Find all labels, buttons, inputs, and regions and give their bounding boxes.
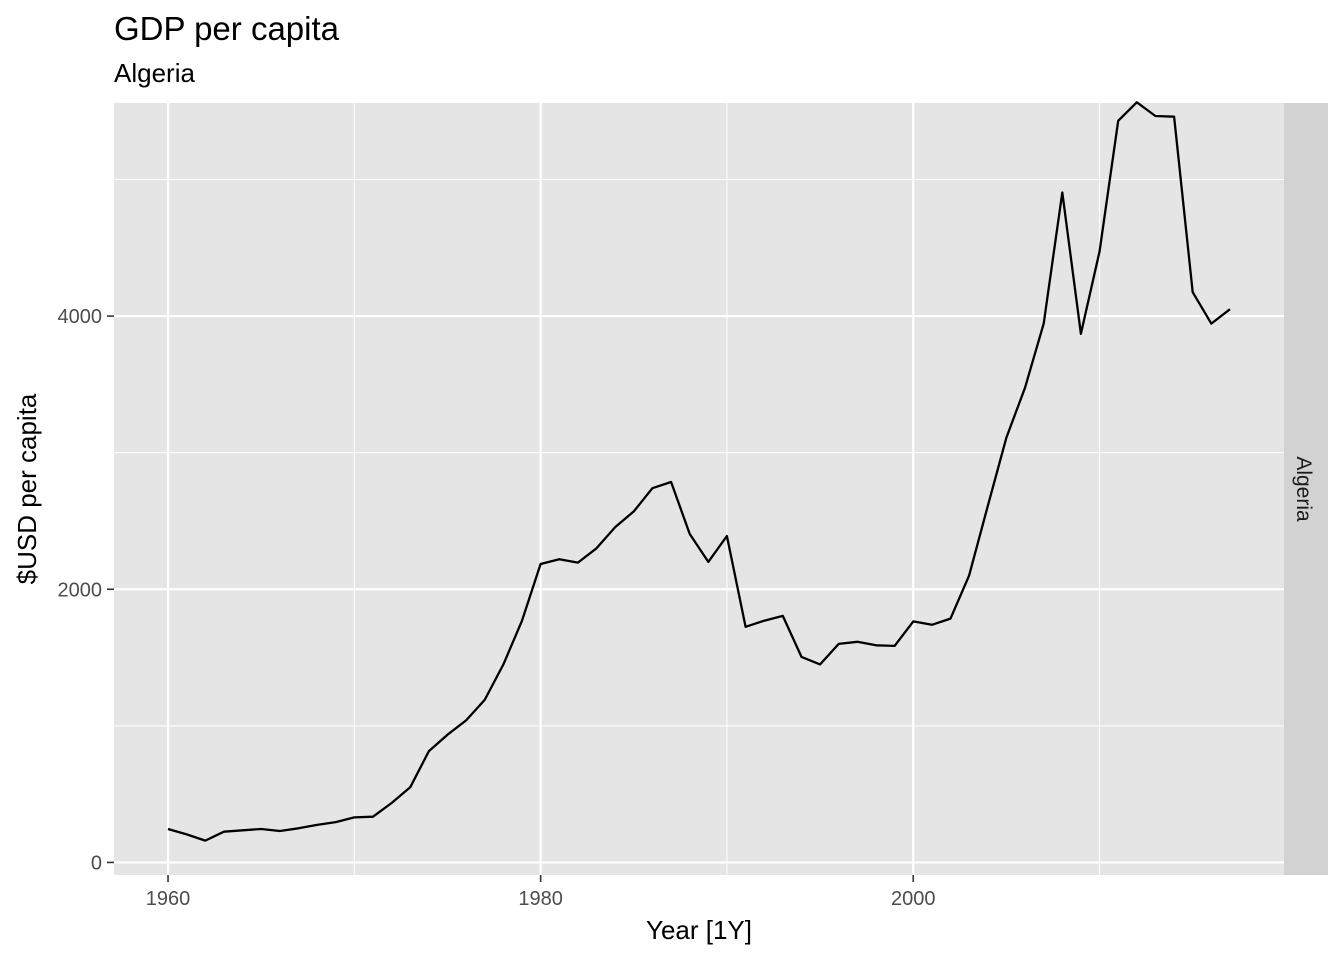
grid-lines [114,103,1284,875]
x-tick-label: 2000 [891,888,936,910]
data-line-group [167,101,1231,842]
series-line [167,101,1231,842]
y-tick-label: 2000 [58,579,103,601]
y-tick-label: 0 [91,852,102,874]
facet-strip-label: Algeria [1292,456,1315,522]
chart-subtitle: Algeria [114,58,195,88]
facet-strip [1284,103,1328,875]
chart-title: GDP per capita [114,10,340,47]
plot-panel [114,103,1284,875]
x-axis: 1960 1980 2000 [146,875,936,910]
x-tick-label: 1980 [518,888,563,910]
x-axis-title: Year [1Y] [646,915,752,945]
y-tick-label: 4000 [58,306,103,328]
y-axis: 0 2000 4000 [58,306,114,874]
x-tick-label: 1960 [146,888,191,910]
y-axis-title: $USD per capita [12,393,42,584]
